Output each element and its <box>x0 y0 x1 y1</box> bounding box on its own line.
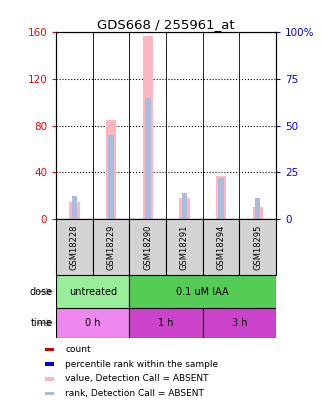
Bar <box>203 219 239 275</box>
Text: 0.1 uM IAA: 0.1 uM IAA <box>177 287 229 296</box>
Bar <box>56 219 93 275</box>
Bar <box>129 308 203 338</box>
Bar <box>45 348 54 351</box>
Bar <box>255 198 260 219</box>
Bar <box>179 198 190 219</box>
Bar <box>45 377 54 381</box>
Bar <box>45 362 54 366</box>
Bar <box>203 308 276 338</box>
Bar <box>106 120 116 219</box>
Bar <box>218 178 224 219</box>
Text: untreated: untreated <box>69 287 117 296</box>
Text: GSM18228: GSM18228 <box>70 224 79 270</box>
Bar <box>253 207 263 219</box>
Bar <box>143 36 153 219</box>
Bar <box>129 219 166 275</box>
Bar <box>216 176 226 219</box>
Bar <box>45 392 54 395</box>
Text: 3 h: 3 h <box>232 318 247 328</box>
Text: 0 h: 0 h <box>85 318 100 328</box>
Text: rank, Detection Call = ABSENT: rank, Detection Call = ABSENT <box>65 389 204 398</box>
Bar <box>56 275 129 308</box>
Bar <box>69 202 80 219</box>
Bar <box>166 219 203 275</box>
Bar <box>239 219 276 275</box>
Text: GSM18229: GSM18229 <box>107 224 116 270</box>
Bar <box>145 98 151 219</box>
Text: percentile rank within the sample: percentile rank within the sample <box>65 360 219 369</box>
Bar <box>93 219 129 275</box>
Text: value, Detection Call = ABSENT: value, Detection Call = ABSENT <box>65 375 209 384</box>
Bar <box>108 135 114 219</box>
Text: time: time <box>31 318 53 328</box>
Text: GSM18294: GSM18294 <box>217 224 226 270</box>
Text: GSM18295: GSM18295 <box>253 224 262 270</box>
Text: GSM18290: GSM18290 <box>143 224 152 270</box>
Bar <box>72 196 77 219</box>
Bar <box>56 308 129 338</box>
Text: count: count <box>65 345 91 354</box>
Text: dose: dose <box>30 287 53 296</box>
Bar <box>129 275 276 308</box>
Text: 1 h: 1 h <box>158 318 174 328</box>
Title: GDS668 / 255961_at: GDS668 / 255961_at <box>97 18 235 31</box>
Bar <box>182 193 187 219</box>
Text: GSM18291: GSM18291 <box>180 224 189 270</box>
